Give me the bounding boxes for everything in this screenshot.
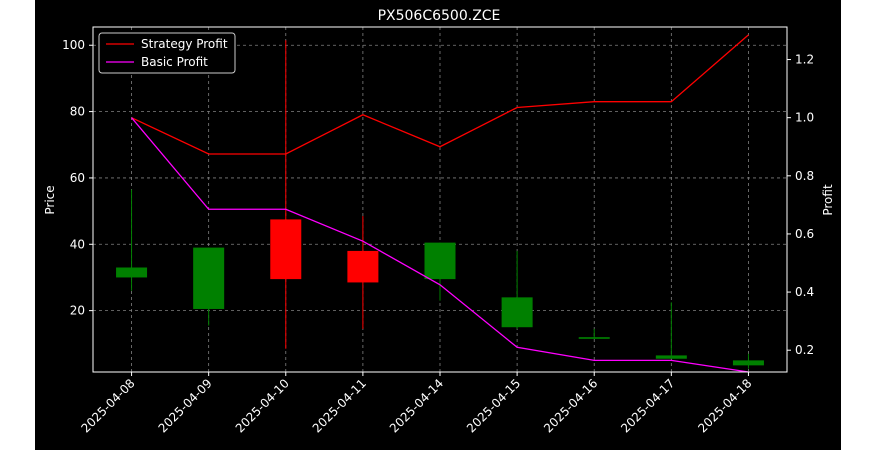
candle-body [578, 337, 610, 339]
profit-lines [131, 34, 749, 373]
y2-tick-label: 0.8 [795, 169, 814, 183]
y2-tick-label: 1.2 [795, 53, 814, 67]
figure-background [35, 0, 841, 450]
y2-tick-label: 1.0 [795, 111, 814, 125]
y2-tick-label: 0.6 [795, 227, 814, 241]
y2-tick-label: 0.2 [795, 343, 814, 357]
legend-label-basic: Basic Profit [141, 55, 208, 69]
legend: Strategy Profit Basic Profit [98, 32, 236, 74]
candle-body [270, 219, 302, 280]
profit-line-strategy [131, 34, 749, 155]
y-tick-label: 80 [70, 105, 85, 119]
candle-body [501, 297, 533, 328]
candle-body [193, 247, 225, 309]
y-tick-label: 40 [70, 237, 85, 251]
candle-body [732, 360, 764, 366]
y-tick-label: 60 [70, 171, 85, 185]
candles [116, 40, 764, 369]
legend-label-strategy: Strategy Profit [141, 37, 228, 51]
y-tick-label: 100 [62, 38, 85, 52]
y-axis-left: 20 40 60 80 100 [62, 38, 93, 318]
y2-axis-label: Profit [821, 184, 835, 216]
candle-body [655, 355, 687, 359]
y-axis-right: 0.2 0.4 0.6 0.8 1.0 1.2 [787, 53, 814, 357]
y-axis-label: Price [43, 185, 57, 214]
profit-line-basic [131, 117, 749, 373]
candle-body [424, 242, 456, 280]
chart-title: PX506C6500.ZCE [378, 8, 501, 24]
y2-tick-label: 0.4 [795, 285, 814, 299]
candle-body [116, 267, 148, 278]
legend-box [98, 32, 236, 74]
y-tick-label: 20 [70, 304, 85, 318]
candle-body [347, 250, 379, 283]
